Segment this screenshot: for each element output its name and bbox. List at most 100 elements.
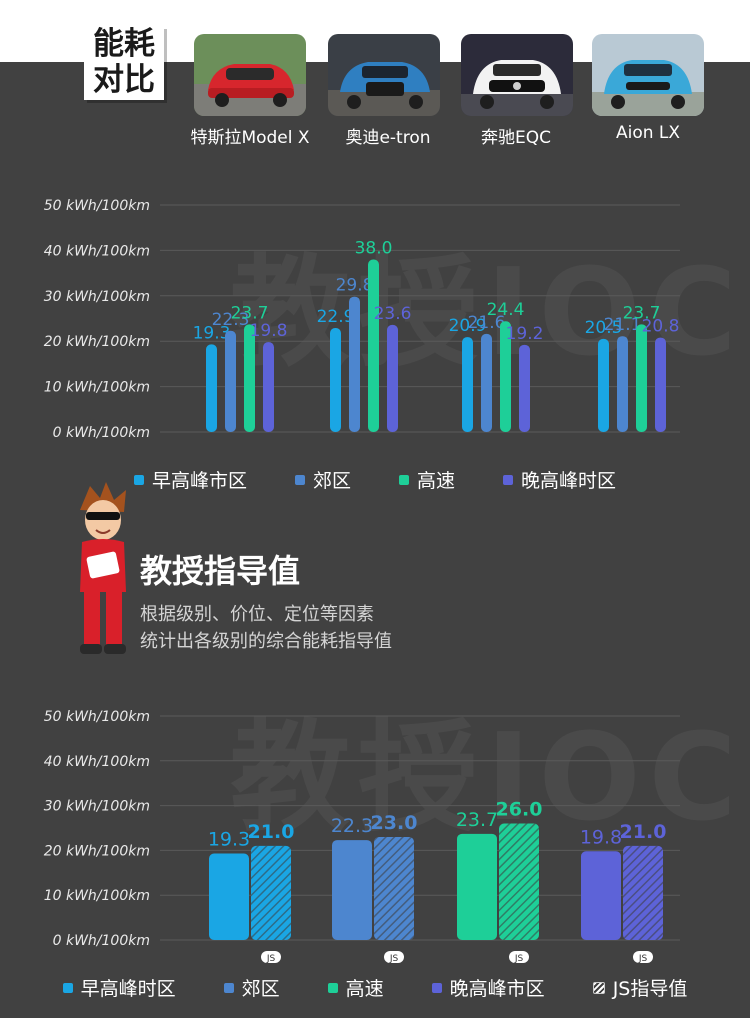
legend2-swatch-morning: [62, 982, 73, 993]
chart1-data-label: 23.7: [623, 303, 661, 323]
legend2-item-highway: 高速: [327, 974, 384, 1001]
legend-label-morning: 早高峰市区: [151, 470, 247, 492]
chart2-js-label: 21.0: [620, 821, 667, 843]
legend2-item-js: JS指导值: [592, 974, 688, 1001]
legend-swatch-morning: [133, 474, 144, 485]
legend-item-morning: 早高峰市区: [133, 466, 247, 493]
legend2-item-suburb: 郊区: [223, 974, 280, 1001]
legend-label-evening: 晚高峰时区: [521, 470, 617, 492]
car-photo-audi: [328, 34, 440, 116]
legend-item-highway: 高速: [399, 466, 455, 493]
chart1-bar: [206, 344, 217, 432]
chart2-actual-bar: [209, 853, 249, 940]
chart1-bar: [598, 338, 609, 432]
chart1-y-tick-label: 20 kWh/100km: [44, 334, 150, 350]
legend-item-evening: 晚高峰时区: [503, 466, 616, 493]
chart2-y-tick-label: 30 kWh/100km: [44, 799, 150, 815]
chart1-data-label: 24.4: [487, 300, 525, 320]
chart1-data-label: 20.8: [642, 317, 680, 337]
chart1-data-label: 19.2: [506, 324, 544, 344]
energy-comparison-chart-svg: 0 kWh/100km 10 kWh/100km 20 kWh/100km 30 kW…: [44, 198, 680, 441]
legend2-label-highway: 高速: [345, 978, 384, 1000]
chart1-bar: [349, 296, 360, 432]
chart1-data-label: 20.5: [585, 318, 623, 338]
chart1-bar: [263, 342, 274, 432]
chart1-bar: [368, 259, 379, 432]
chart2-js-badge: [633, 951, 653, 963]
chart2-js-badge-label: JS: [266, 954, 276, 964]
car-name-aion: Aion LX: [615, 123, 681, 143]
chart1-y-tick-label: 10 kWh/100km: [44, 380, 150, 396]
legend2-item-evening: 晚高峰市区: [431, 974, 545, 1001]
chart2-js-bar-hatch: [374, 836, 414, 940]
chart2-y-tick-label: 10 kWh/100km: [44, 888, 150, 904]
guide-value-chart-svg: 0 kWh/100km 10 kWh/100km 20 kWh/100km 30 kW…: [44, 709, 680, 964]
chart2-actual-label: 19.3: [208, 829, 250, 851]
chart2-js-bar-hatch: [251, 845, 291, 940]
chart1-bar: [617, 336, 628, 432]
chart1-bar: [481, 333, 492, 432]
section-desc-line2: 统计出各级别的综合能耗指导值: [140, 631, 392, 652]
chart1-data-label: 38.0: [355, 238, 393, 258]
chart1-bar: [462, 337, 473, 432]
section-title: 教授指导值: [140, 552, 301, 590]
chart1-data-label: 19.8: [250, 321, 288, 341]
chart2-js-badge-label: JS: [514, 954, 524, 964]
chart1-bar: [636, 324, 647, 432]
chart2-y-tick-label: 0 kWh/100km: [53, 933, 150, 949]
chart2-legend: 早高峰时区 郊区 高速 晚高峰市区 JS指导值: [0, 974, 750, 1001]
legend-swatch-highway: [399, 474, 409, 485]
chart1-data-label: 19.3: [193, 323, 231, 343]
legend2-label-evening: 晚高峰市区: [449, 978, 545, 1000]
car-name-tesla: 特斯拉Model X: [190, 128, 310, 148]
chart1-y-tick-label: 0 kWh/100km: [53, 425, 150, 441]
watermark-bottom: 教授IOC: [230, 709, 745, 848]
mascot-illustration: [70, 480, 136, 664]
car-photo-tesla: [194, 34, 306, 116]
chart2-js-badge-label: JS: [389, 954, 399, 964]
chart2-js-bar-hatch: [623, 845, 663, 940]
chart2-js-badge-label: JS: [638, 954, 648, 964]
chart2-js-badge: [261, 951, 281, 963]
chart1-y-tick-label: 50 kWh/100km: [44, 198, 150, 214]
chart1-y-tick-label: 30 kWh/100km: [44, 289, 150, 305]
chart1-data-label: 21.1: [604, 315, 642, 335]
chart1-data-label: 22.9: [317, 307, 355, 327]
chart2-actual-label: 19.8: [580, 826, 622, 848]
chart2-actual-bar: [332, 840, 372, 940]
car-name-audi: 奥迪e-tron: [345, 128, 431, 148]
chart2-actual-bar: [457, 833, 497, 940]
chart2-js-label: 21.0: [248, 821, 295, 843]
legend-label-highway: 高速: [417, 470, 456, 492]
chart1-bar: [330, 328, 341, 432]
legend2-label-js: JS指导值: [612, 978, 688, 1000]
chart1-data-label: 29.8: [336, 276, 374, 296]
chart1-data-label: 21.6: [468, 313, 506, 333]
car-name-benz: 奔驰EQC: [481, 128, 551, 148]
chart2-js-label: 26.0: [496, 799, 543, 821]
chart2-js-badge: [384, 951, 404, 963]
legend-swatch-evening: [503, 474, 514, 485]
legend2-label-morning: 早高峰时区: [80, 978, 176, 1000]
chart1-data-label: 23.7: [231, 303, 269, 323]
legend2-swatch-highway: [327, 982, 338, 993]
legend2-swatch-js: [592, 981, 605, 994]
chart1-y-tick-label: 40 kWh/100km: [44, 243, 150, 259]
page-title-line1: 能耗: [93, 26, 155, 62]
page-title: 能耗 对比: [84, 26, 164, 100]
legend2-swatch-suburb: [223, 982, 234, 993]
chart2-js-badge: [509, 951, 529, 963]
chart1-bar: [519, 344, 530, 432]
legend-label-suburb: 郊区: [312, 470, 351, 492]
legend-swatch-suburb: [294, 474, 305, 485]
guide-value-chart: 0 kWh/100km 10 kWh/100km 20 kWh/100km 30 kW…: [44, 709, 680, 964]
chart2-y-tick-label: 40 kWh/100km: [44, 754, 150, 770]
chart1-bar: [387, 324, 398, 432]
chart2-y-tick-label: 50 kWh/100km: [44, 709, 150, 725]
chart1-data-label: 23.6: [374, 304, 412, 324]
chart2-actual-label: 22.3: [331, 815, 373, 837]
chart1-bar: [244, 324, 255, 432]
car-photo-aion: [592, 34, 704, 116]
chart1-bar: [225, 330, 236, 432]
section-desc-line1: 根据级别、价位、定位等因素: [140, 604, 374, 625]
